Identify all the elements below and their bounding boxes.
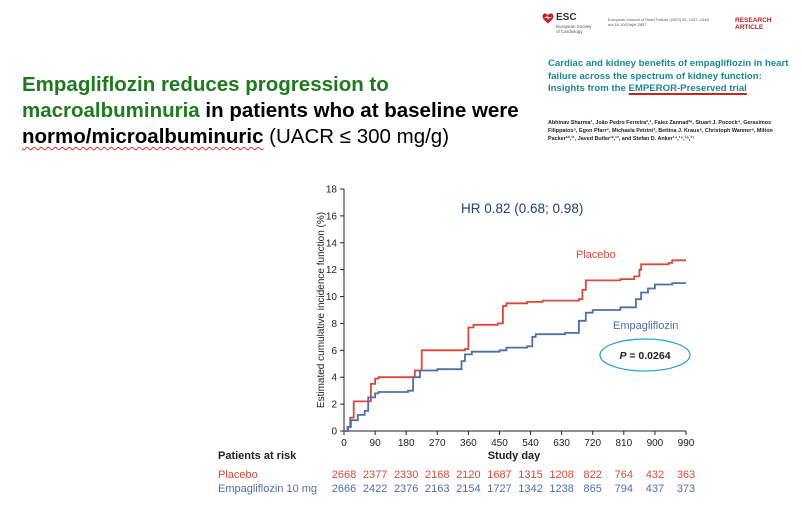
p-value-number: = 0.0264 [626,350,670,362]
risk-value-empagliflozin-270: 2163 [425,483,449,495]
paper-citation: ESC European Society of Cardiology Europ… [538,6,800,156]
x-tick-label-990: 990 [678,438,695,449]
paper-title-main: Cardiac and kidney benefits of empaglifl… [548,58,789,94]
journal-line1: European Journal of Heart Failure (2023)… [608,17,709,22]
series-lines [344,259,686,432]
y-tick-label-10: 10 [326,292,338,303]
x-tick-label-810: 810 [615,438,632,449]
esc-logo: ESC European Society of Cardiology [542,12,602,42]
risk-value-empagliflozin-90: 2422 [363,483,387,495]
esc-logo-text: ESC [556,12,577,23]
x-tick-label-540: 540 [522,438,539,449]
placebo-series-label: Placebo [576,249,616,261]
headline-part3: in patients who at baseline were [199,99,519,122]
y-tick-label-0: 0 [331,427,337,438]
x-tick-label-720: 720 [584,438,601,449]
risk-value-placebo-630: 1208 [549,469,573,481]
risk-value-empagliflozin-450: 1727 [487,483,511,495]
y-tick-label-6: 6 [331,346,337,357]
risk-value-empagliflozin-720: 865 [584,483,602,495]
risk-value-placebo-0: 2668 [332,469,356,481]
risk-value-placebo-90: 2377 [363,469,387,481]
risk-value-placebo-810: 764 [615,469,633,481]
paper-title-trial: EMPEROR-Preserved trial [628,83,747,94]
risk-table-header: Patients at risk [218,450,297,462]
risk-value-empagliflozin-990: 373 [677,483,695,495]
empagliflozin-series-label: Empagliflozin [613,320,678,332]
headline-part1: Empagliflozin reduces progression to [22,73,389,96]
y-tick-label-14: 14 [326,238,338,249]
p-value-symbol: P [619,350,627,362]
series-line-placebo [344,259,686,432]
x-tick-label-360: 360 [460,438,477,449]
risk-value-empagliflozin-0: 2666 [332,483,356,495]
x-tick-label-0: 0 [341,438,347,449]
risk-value-placebo-360: 2120 [456,469,480,481]
risk-value-placebo-990: 363 [677,469,695,481]
y-tick-label-18: 18 [326,185,338,196]
headline-normo-micro: normo/microalbuminuric [22,125,264,148]
x-axis-label: Study day [488,450,541,462]
hazard-ratio-annotation: HR 0.82 (0.68; 0.98) [461,201,583,216]
risk-value-placebo-720: 822 [584,469,602,481]
x-tick-label-270: 270 [429,438,446,449]
paper-title: Cardiac and kidney benefits of empaglifl… [548,58,798,96]
y-ticks: 0 2 4 6 8 10 12 14 16 18 [326,185,344,438]
x-tick-label-90: 90 [370,438,382,449]
y-tick-label-2: 2 [331,400,337,411]
headline-macroalbuminuria: macroalbuminuria [22,99,200,122]
risk-value-empagliflozin-810: 794 [615,483,633,495]
x-tick-label-450: 450 [491,438,508,449]
risk-value-placebo-900: 432 [646,469,664,481]
risk-value-empagliflozin-540: 1342 [518,483,542,495]
risk-value-empagliflozin-630: 1238 [549,483,573,495]
risk-row-label-placebo: Placebo [218,469,258,481]
journal-line2: doi:10.1002/ejhf.2857 [608,22,647,27]
x-tick-label-630: 630 [553,438,570,449]
risk-value-placebo-540: 1315 [518,469,542,481]
p-value-ring [599,338,691,372]
risk-value-placebo-450: 1687 [487,469,511,481]
risk-value-empagliflozin-360: 2154 [456,483,480,495]
risk-value-placebo-270: 2168 [425,469,449,481]
x-tick-label-180: 180 [398,438,415,449]
journal-info: European Journal of Heart Failure (2023)… [608,17,728,27]
y-tick-label-4: 4 [331,373,337,384]
y-axis-label: Estimated cumulative incidence function … [316,212,327,408]
x-tick-label-900: 900 [647,438,664,449]
slide-headline: Empagliflozin reduces progression to mac… [22,72,542,150]
x-ticks: 0 90 180 270 360 450 540 630 720 810 900 990 [341,431,695,449]
y-tick-label-16: 16 [326,211,338,222]
risk-value-placebo-180: 2330 [394,469,418,481]
risk-value-empagliflozin-180: 2376 [394,483,418,495]
heart-icon [542,13,554,24]
series-line-empagliflozin [344,282,686,432]
y-tick-label-8: 8 [331,319,337,330]
esc-logo-subtext: European Society of Cardiology [556,24,592,34]
p-value-annotation: P = 0.0264 [619,350,670,362]
y-tick-label-12: 12 [326,265,338,276]
risk-value-empagliflozin-900: 437 [646,483,664,495]
risk-table-values: 2668 2377 2330 2168 2120 1687 1315 1208 822 764 43… [332,469,695,495]
paper-authors: Abhinav Sharma¹, João Pedro Ferreira²,³,… [548,120,773,142]
risk-row-label-empagliflozin: Empagliflozin 10 mg [218,483,317,495]
headline-uacr: (UACR ≤ 300 mg/g) [263,125,450,148]
article-type-label: RESEARCH ARTICLE [735,17,772,31]
